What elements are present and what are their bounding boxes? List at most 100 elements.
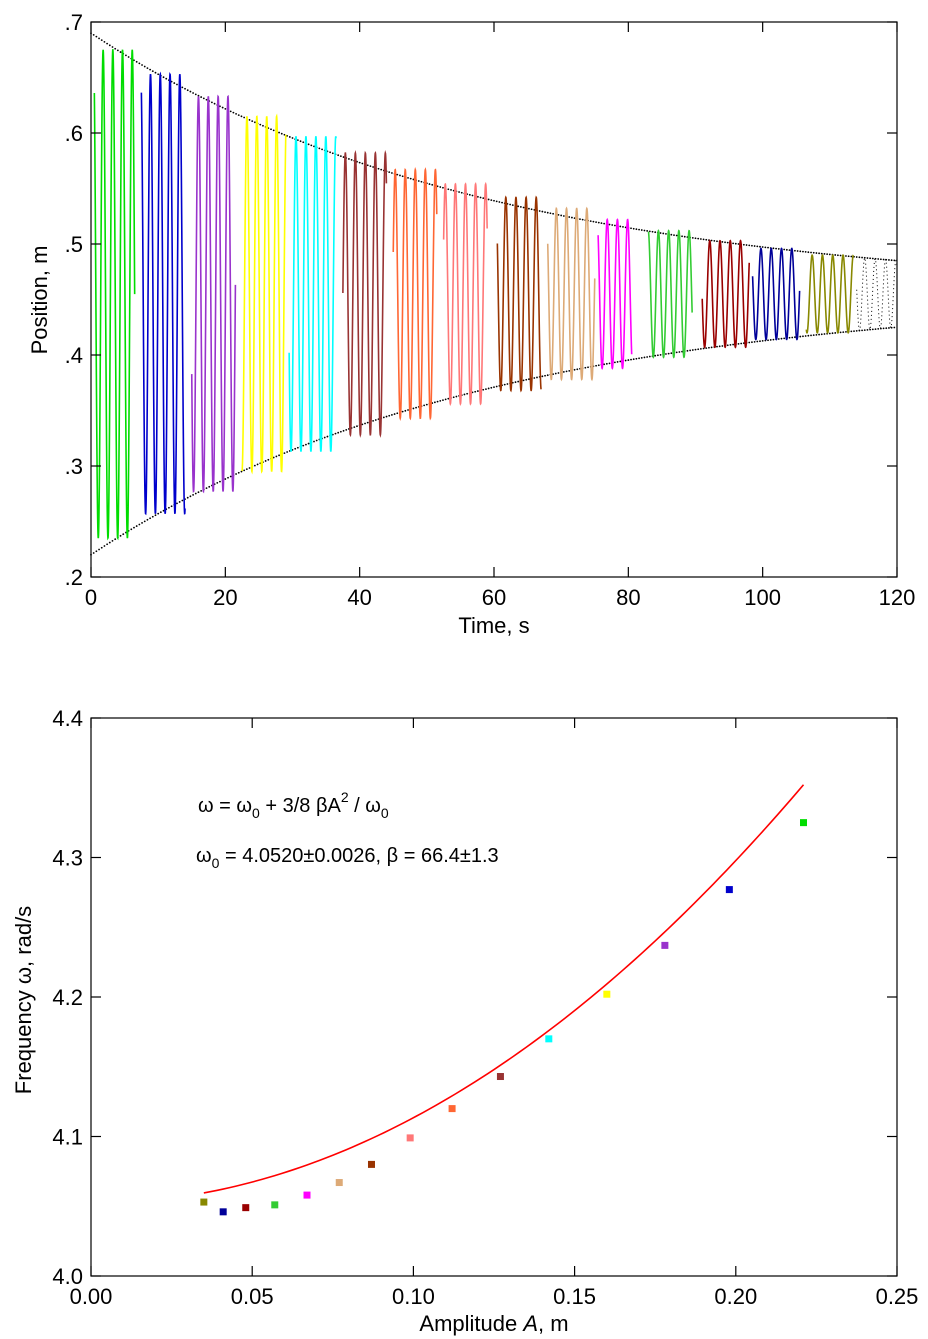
envelope-dot (871, 257, 874, 260)
envelope-dot (90, 553, 92, 556)
oscillation-segment (140, 71, 186, 516)
envelope-dot (460, 191, 463, 194)
envelope-dot (366, 164, 369, 167)
envelope-dot (648, 230, 651, 233)
envelope-dot (151, 70, 154, 73)
envelope-dot (614, 224, 616, 227)
envelope-dot (200, 489, 203, 492)
envelope-dot (493, 386, 495, 389)
envelope-dot (224, 478, 227, 480)
envelope-dot (665, 232, 667, 235)
envelope-dot (622, 226, 624, 228)
envelope-dot (184, 87, 186, 90)
top-y-tick-label: .4 (65, 343, 83, 368)
envelope-dot (283, 452, 286, 455)
envelope-dot (643, 356, 646, 359)
envelope-dot (734, 242, 737, 245)
envelope-dot (646, 230, 649, 232)
envelope-dot (533, 377, 536, 379)
envelope-dot (667, 352, 670, 355)
envelope-dot (651, 230, 654, 233)
envelope-dot (401, 175, 404, 178)
envelope-dot (262, 124, 264, 127)
envelope-dot (133, 526, 135, 529)
envelope-dot (192, 494, 194, 496)
envelope-dot (759, 340, 761, 343)
envelope-dot (296, 446, 299, 449)
envelope-dot (530, 208, 533, 211)
envelope-dot (100, 39, 103, 42)
oscillation-segment (93, 49, 136, 541)
envelope-dot (103, 40, 106, 43)
envelope-dot (646, 356, 649, 358)
envelope-dot (632, 358, 635, 361)
envelope-dot (173, 82, 176, 84)
data-point (406, 1134, 414, 1142)
envelope-dot (517, 205, 520, 208)
data-point (448, 1105, 456, 1113)
envelope-dot (751, 341, 753, 344)
envelope-dot (108, 44, 111, 47)
envelope-dot (385, 415, 388, 418)
envelope-dot (767, 246, 769, 249)
oscillation-segment (442, 181, 488, 407)
envelope-dot (165, 77, 168, 80)
envelope-dot (208, 485, 211, 488)
bottom-axis-ticks: 0.00 0.05 0.10 0.15 0.20 0.25 4.0 4.1 4.2 4.3 4.4 (52, 706, 918, 1309)
envelope-dot (850, 255, 853, 258)
data-point (271, 1201, 279, 1209)
envelope-dot (138, 523, 141, 526)
envelope-dot (890, 326, 893, 329)
envelope-dot (640, 356, 643, 359)
data-point (545, 1035, 553, 1043)
envelope-dot (278, 131, 280, 134)
envelope-dot (315, 439, 318, 442)
envelope-dot (562, 215, 565, 217)
envelope-dot (855, 329, 858, 332)
envelope-dot (114, 47, 117, 50)
envelope-dot (780, 337, 783, 340)
data-point (335, 1179, 343, 1187)
envelope-dot (627, 359, 630, 361)
envelope-dot (382, 416, 385, 419)
envelope-dot (869, 257, 872, 260)
bottom-y-tick-label: 4.0 (52, 1264, 83, 1289)
envelope-dot (291, 137, 294, 139)
envelope-dot (186, 496, 189, 499)
frequency-amplitude-chart: 0.00 0.05 0.10 0.15 0.20 0.254.04.14.24.34.4 … (11, 706, 918, 1336)
envelope-dot (818, 252, 820, 255)
envelope-dot (791, 336, 794, 339)
envelope-dot (522, 379, 525, 382)
envelope-dot (697, 237, 700, 240)
envelope-dot (871, 328, 874, 331)
envelope-dot (890, 259, 893, 262)
envelope-dot (374, 419, 377, 421)
envelope-dot (519, 206, 522, 208)
envelope-dot (237, 114, 240, 116)
envelope-dot (718, 345, 721, 348)
envelope-dot (176, 502, 178, 505)
envelope-dot (251, 120, 254, 123)
envelope-dot (595, 221, 597, 224)
envelope-dot (407, 409, 409, 411)
envelope-dot (103, 545, 106, 547)
envelope-dot (589, 220, 592, 223)
envelope-dot (323, 436, 326, 439)
envelope-dot (708, 346, 710, 349)
envelope-dot (812, 251, 815, 254)
envelope-dot (100, 546, 103, 549)
envelope-dot (544, 374, 546, 377)
envelope-dot (724, 241, 726, 244)
envelope-dot (358, 161, 361, 164)
bottom-x-tick-label: 0.25 (876, 1284, 919, 1309)
envelope-dot (337, 154, 340, 157)
envelope-dot (748, 244, 751, 247)
top-y-tick-label: .7 (65, 10, 83, 35)
envelope-dot (737, 342, 740, 345)
envelope-dot (476, 390, 479, 392)
top-y-tick-label: .2 (65, 565, 83, 590)
envelope-dot (603, 222, 606, 225)
envelope-dot (794, 249, 796, 252)
envelope-dot (495, 385, 498, 388)
envelope-dot (874, 328, 877, 331)
